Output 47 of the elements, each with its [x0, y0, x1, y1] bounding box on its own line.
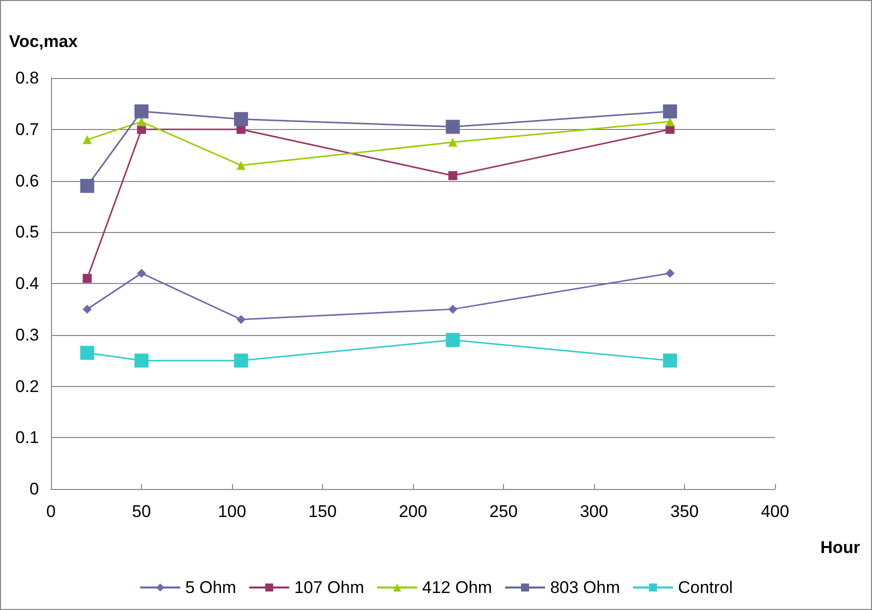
x-tick-label: 300 [580, 502, 608, 521]
point [80, 178, 94, 193]
legend-label: 803 Ohm [550, 578, 620, 597]
x-tick-label: 100 [218, 502, 246, 521]
point [446, 333, 460, 348]
point [448, 138, 458, 147]
y-tick-label: 0.4 [15, 274, 39, 293]
y-tick-label: 0.1 [15, 428, 39, 448]
x-axis-title: Hour [820, 538, 860, 557]
point [137, 268, 146, 278]
point [80, 346, 94, 360]
y-tick-label: 0.6 [15, 171, 39, 190]
x-tick-label: 50 [132, 502, 151, 521]
point [448, 304, 458, 314]
point [663, 354, 678, 368]
point [82, 135, 92, 144]
y-tick-label: 0.3 [15, 325, 39, 344]
legend-label: Control [678, 578, 733, 597]
point [137, 117, 146, 126]
y-axis-title: Voc,max [9, 32, 78, 51]
point [82, 274, 92, 283]
point [82, 304, 92, 314]
point [666, 268, 675, 278]
point [448, 171, 458, 180]
x-tick-label: 400 [760, 502, 790, 521]
point [446, 120, 460, 134]
point [666, 117, 675, 126]
x-tick-label: 0 [46, 502, 56, 521]
x-tick-label: 250 [489, 502, 518, 521]
y-tick-label: 0.8 [15, 68, 39, 88]
y-tick-label: 0.7 [15, 120, 39, 139]
point [134, 104, 148, 118]
y-tick-label: 0.2 [15, 376, 39, 396]
y-tick-label: 0.5 [15, 222, 39, 242]
x-tick-label: 350 [670, 502, 699, 521]
y-tick-label: 0 [30, 480, 39, 498]
legend-label: 5 Ohm [185, 578, 236, 597]
point [134, 354, 148, 368]
legend-label: 412 Ohm [422, 578, 492, 597]
legend-label: 107 Ohm [294, 578, 364, 597]
x-tick-label: 150 [308, 502, 337, 521]
point [236, 160, 246, 170]
point [236, 314, 246, 324]
x-tick-label: 200 [398, 502, 428, 521]
point [663, 104, 678, 118]
point [234, 354, 248, 368]
point [234, 112, 248, 126]
